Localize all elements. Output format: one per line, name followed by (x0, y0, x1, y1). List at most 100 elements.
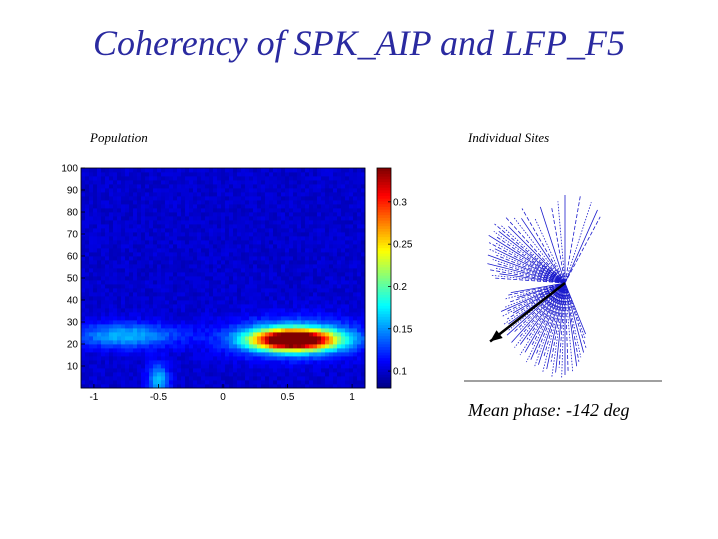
heatmap-cell (333, 204, 338, 209)
site-phase-line (533, 282, 566, 368)
heatmap-cell (177, 284, 182, 289)
heatmap-cell (205, 336, 210, 341)
heatmap-cell (281, 168, 286, 173)
heatmap-cell (357, 168, 362, 173)
heatmap-cell (105, 272, 110, 277)
heatmap-cell (341, 368, 346, 373)
heatmap-cell (309, 244, 314, 249)
heatmap-cell (165, 276, 170, 281)
heatmap-cell (109, 200, 114, 205)
heatmap-cell (141, 312, 146, 317)
heatmap-cell (141, 212, 146, 217)
heatmap-cell (149, 300, 154, 305)
heatmap-cell (309, 372, 314, 377)
heatmap-cell (309, 200, 314, 205)
heatmap-cell (361, 224, 366, 229)
heatmap-cell (285, 336, 290, 341)
heatmap-cell (181, 312, 186, 317)
heatmap-cell (317, 284, 322, 289)
heatmap-cell (241, 360, 246, 365)
heatmap-cell (193, 256, 198, 261)
heatmap-cell (221, 356, 226, 361)
heatmap-cell (337, 364, 342, 369)
heatmap-cell (101, 348, 106, 353)
heatmap-cell (157, 364, 162, 369)
heatmap-cell (301, 364, 306, 369)
heatmap-cell (221, 344, 226, 349)
heatmap-cell (337, 372, 342, 377)
heatmap-cell (261, 360, 266, 365)
heatmap-cell (277, 320, 282, 325)
heatmap-cell (177, 256, 182, 261)
heatmap-cell (193, 220, 198, 225)
heatmap-cell (157, 264, 162, 269)
heatmap-cell (157, 208, 162, 213)
heatmap-cell (197, 324, 202, 329)
heatmap-cell (341, 244, 346, 249)
heatmap-cell (285, 312, 290, 317)
heatmap-cell (133, 216, 138, 221)
heatmap-cell (221, 192, 226, 197)
heatmap-cell (129, 240, 134, 245)
heatmap-cell (245, 320, 250, 325)
heatmap-cell (329, 260, 334, 265)
heatmap-cell (157, 372, 162, 377)
heatmap-cell (217, 292, 222, 297)
heatmap-cell (233, 312, 238, 317)
heatmap-cell (281, 192, 286, 197)
heatmap-cell (333, 308, 338, 313)
heatmap-cell (217, 372, 222, 377)
heatmap-cell (117, 356, 122, 361)
heatmap-cell (177, 216, 182, 221)
heatmap-cell (133, 180, 138, 185)
heatmap-cell (233, 380, 238, 385)
heatmap-cell (349, 324, 354, 329)
heatmap-cell (333, 296, 338, 301)
heatmap-cell (129, 320, 134, 325)
heatmap-cell (237, 200, 242, 205)
heatmap-cell (97, 168, 102, 173)
heatmap-cell (193, 200, 198, 205)
site-phase-line (530, 282, 566, 347)
heatmap-cell (265, 368, 270, 373)
heatmap-cell (113, 292, 118, 297)
heatmap-cell (129, 220, 134, 225)
heatmap-cell (313, 336, 318, 341)
heatmap-cell (169, 284, 174, 289)
heatmap-cell (357, 216, 362, 221)
heatmap-cell (265, 308, 270, 313)
heatmap-cell (293, 280, 298, 285)
heatmap-cell (169, 320, 174, 325)
heatmap-cell (113, 332, 118, 337)
heatmap-cell (89, 240, 94, 245)
heatmap-cell (89, 224, 94, 229)
heatmap-cell (125, 260, 130, 265)
heatmap-cell (181, 296, 186, 301)
heatmap-cell (169, 184, 174, 189)
heatmap-cell (313, 372, 318, 377)
heatmap-cell (281, 244, 286, 249)
heatmap-cell (293, 184, 298, 189)
heatmap-cell (301, 284, 306, 289)
heatmap-cell (109, 236, 114, 241)
heatmap-cell (281, 380, 286, 385)
heatmap-cell (169, 244, 174, 249)
heatmap-cell (257, 176, 262, 181)
heatmap-cell (305, 268, 310, 273)
heatmap-cell (213, 168, 218, 173)
heatmap-cell (349, 252, 354, 257)
heatmap-cell (301, 312, 306, 317)
heatmap-cell (149, 304, 154, 309)
heatmap-cell (289, 328, 294, 333)
heatmap-cell (237, 188, 242, 193)
heatmap-cell (185, 296, 190, 301)
heatmap-cell (293, 256, 298, 261)
heatmap-cell (265, 208, 270, 213)
heatmap-cell (161, 276, 166, 281)
site-phase-line (496, 254, 566, 284)
heatmap-cell (241, 348, 246, 353)
heatmap-cell (97, 288, 102, 293)
heatmap-cell (329, 280, 334, 285)
heatmap-cell (101, 216, 106, 221)
heatmap-cell (197, 380, 202, 385)
